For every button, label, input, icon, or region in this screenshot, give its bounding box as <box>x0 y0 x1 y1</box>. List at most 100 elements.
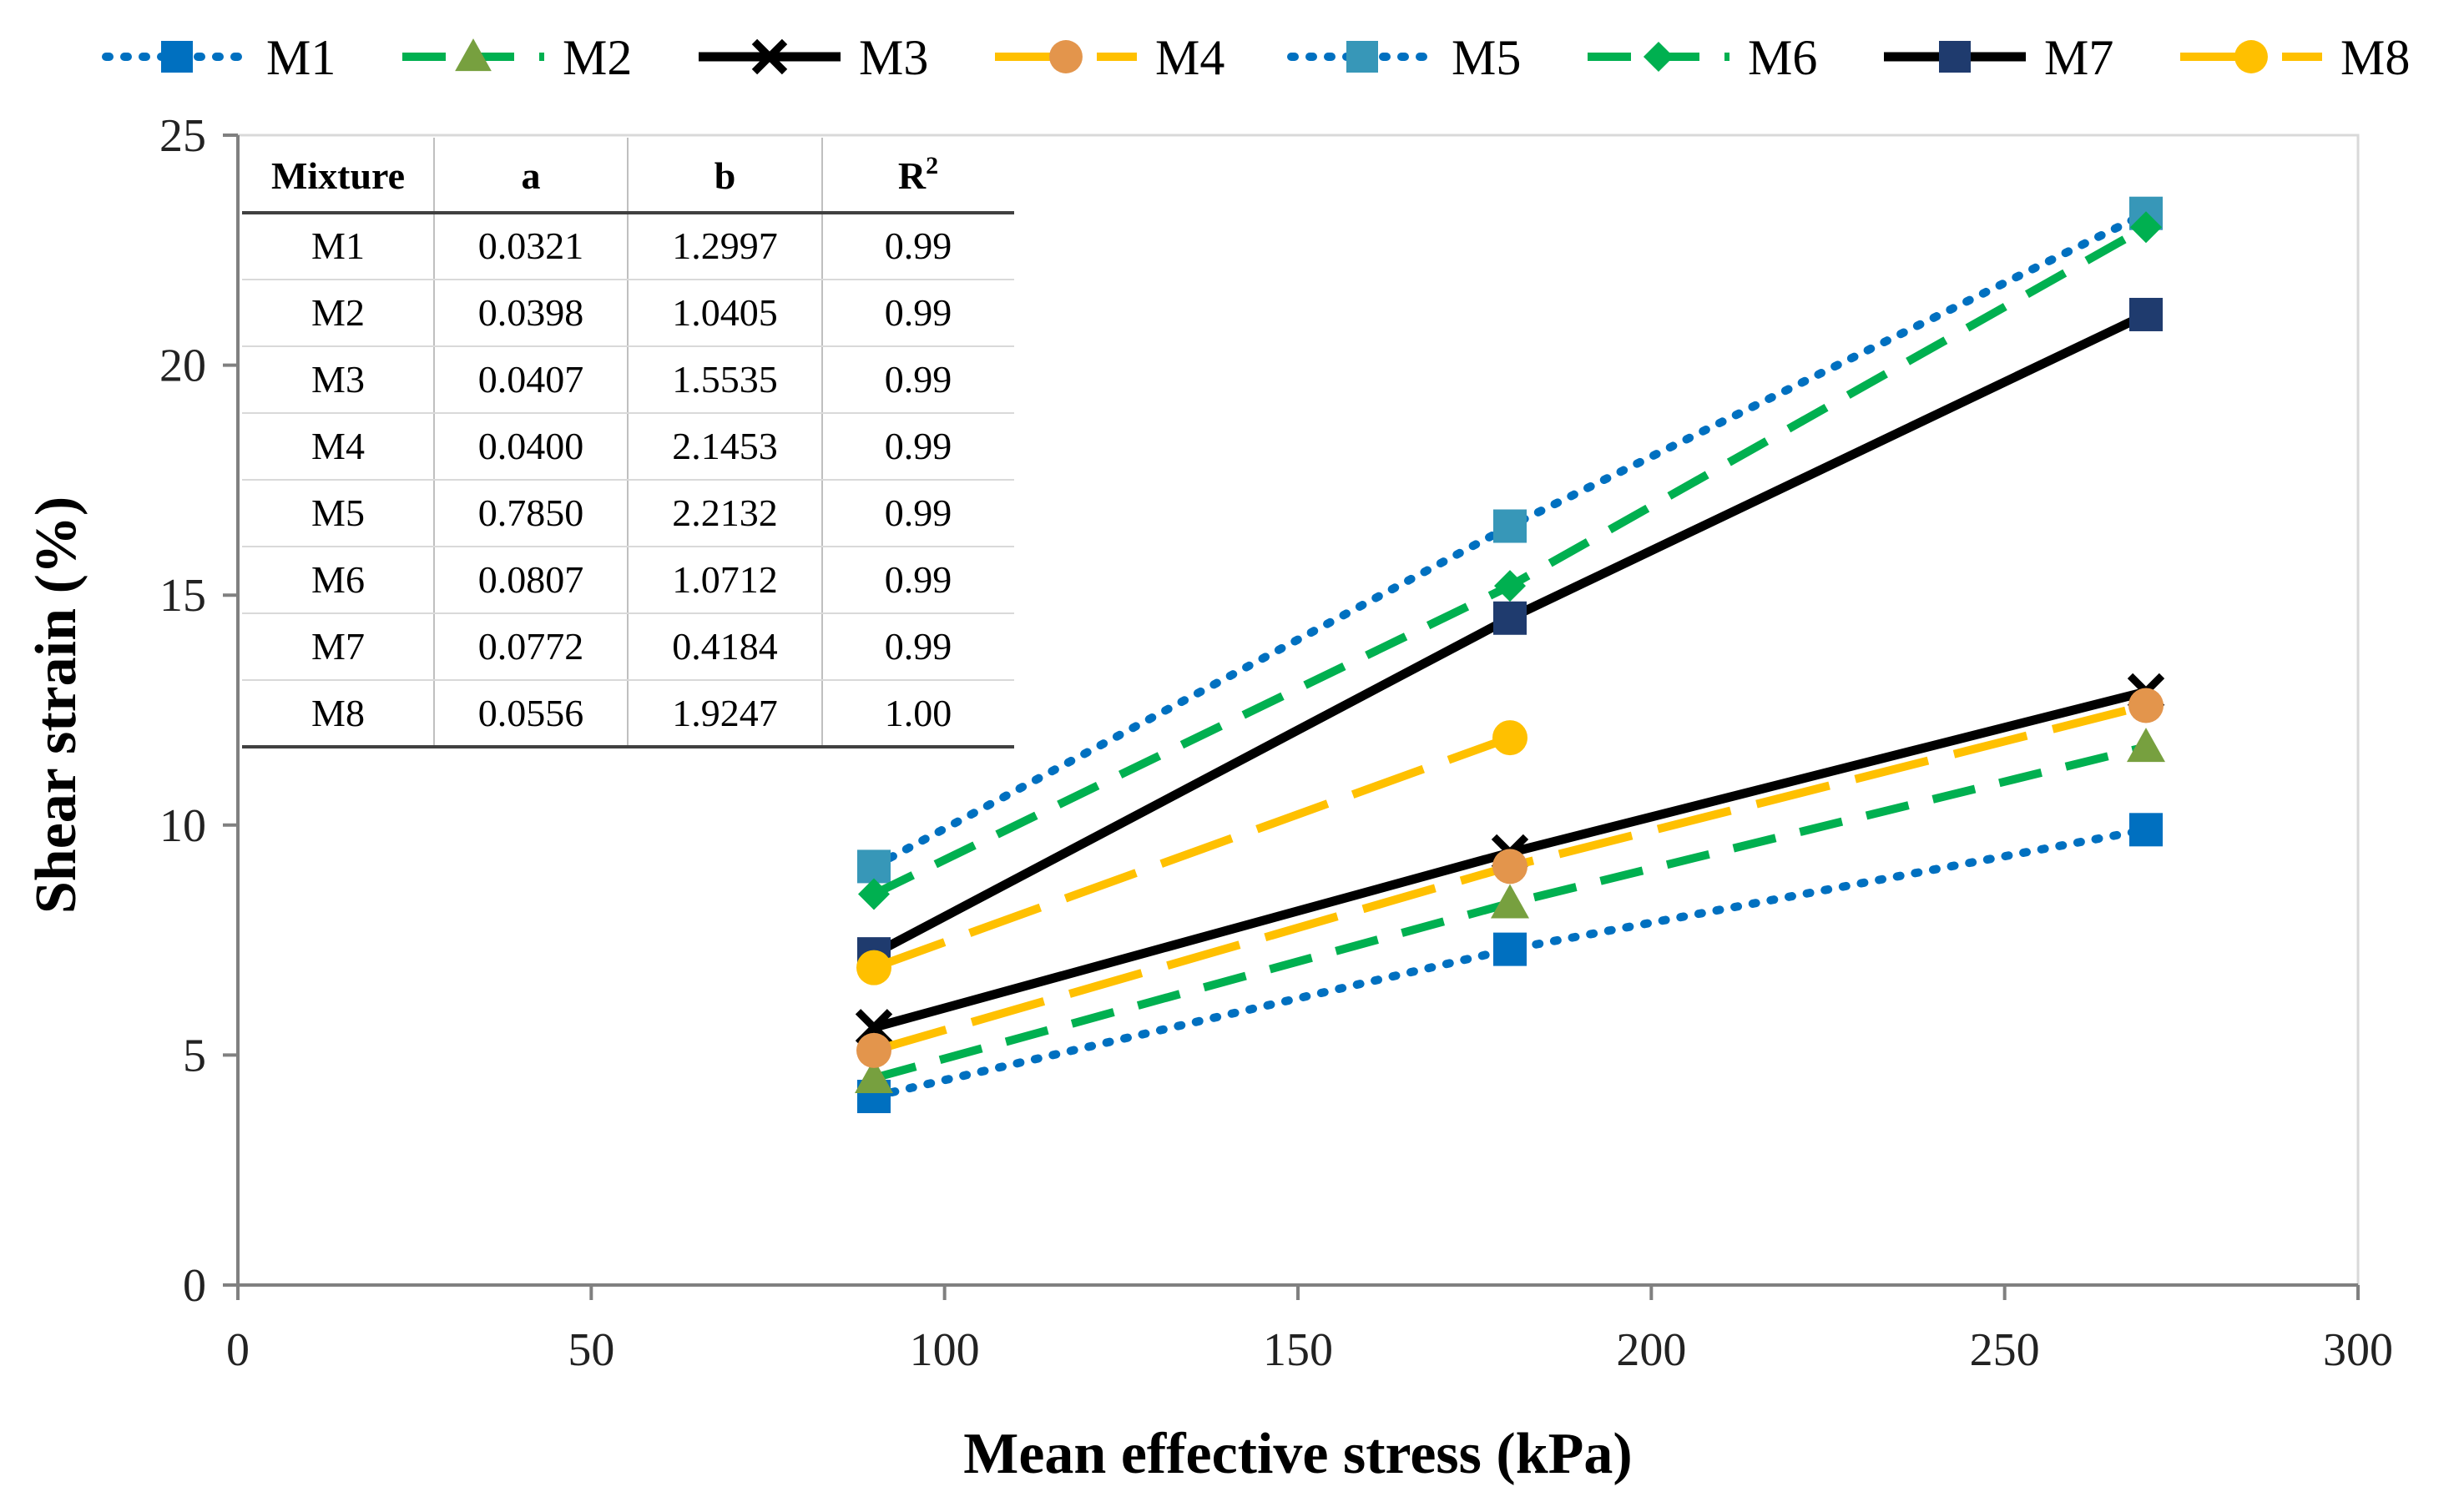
y-axis-title: Shear strain (%) <box>24 496 88 914</box>
table-cell: M5 <box>311 491 365 534</box>
x-tick-label-300: 300 <box>2323 1324 2393 1376</box>
table-cell: 1.0712 <box>672 558 778 601</box>
legend-item-m4: M4 <box>995 30 1224 85</box>
table-header-1: a <box>522 154 541 197</box>
x-tick-label-250: 250 <box>1970 1324 2040 1376</box>
legend-marker-m3-stroke-b <box>751 38 788 75</box>
legend-item-m8: M8 <box>2180 30 2410 85</box>
table-cell: M2 <box>311 291 365 334</box>
point-m4-270 <box>2128 688 2164 723</box>
legend-marker-m2 <box>455 38 492 72</box>
x-tick-label-100: 100 <box>910 1324 980 1376</box>
legend-label-m1: M1 <box>266 30 336 85</box>
table-cell: 0.0407 <box>478 358 584 401</box>
table-cell: M6 <box>311 558 365 601</box>
series-m4 <box>856 688 2164 1068</box>
point-m4-180 <box>1492 849 1527 885</box>
point-m7-270 <box>2129 297 2163 331</box>
legend-item-m1: M1 <box>102 30 336 85</box>
point-m2-180 <box>1491 884 1529 919</box>
axes: 0 50 100 150 200 250 300 0 5 10 15 20 25 <box>159 110 2393 1376</box>
table-row: M5 0.7850 2.2132 0.99 <box>311 491 952 534</box>
y-tick-label-5: 5 <box>183 1030 206 1081</box>
table-row: M2 0.0398 1.0405 0.99 <box>311 291 952 334</box>
y-tick-label-10: 10 <box>159 800 206 852</box>
table-cell: 1.00 <box>885 692 952 734</box>
table-row: M4 0.0400 2.1453 0.99 <box>311 425 952 467</box>
table-cell: 0.0321 <box>478 224 584 267</box>
x-tick-label-200: 200 <box>1616 1324 1686 1376</box>
table-cell: 0.99 <box>885 491 952 534</box>
legend-item-m7: M7 <box>1884 30 2113 85</box>
table-cell: 0.99 <box>885 625 952 668</box>
y-tick-label-20: 20 <box>159 340 206 392</box>
table-row: M1 0.0321 1.2997 0.99 <box>311 224 952 267</box>
point-m5-90 <box>857 849 891 884</box>
table-cell: M8 <box>311 692 365 734</box>
y-tick-label-25: 25 <box>159 110 206 162</box>
table-cell: 2.2132 <box>672 491 778 534</box>
point-m8-180 <box>1492 720 1527 756</box>
series-m2 <box>855 728 2165 1093</box>
point-m6-90 <box>858 878 890 910</box>
table-row: M6 0.0807 1.0712 0.99 <box>311 558 952 601</box>
series-layer <box>855 196 2165 1114</box>
legend-item-m5: M5 <box>1287 30 1521 85</box>
point-m8-90 <box>856 950 891 985</box>
table-header-0: Mixture <box>271 154 405 197</box>
table-cell: 0.99 <box>885 558 952 601</box>
point-m4-90 <box>856 1032 891 1068</box>
table-cell: 1.0405 <box>672 291 778 334</box>
point-m2-90 <box>855 1058 893 1093</box>
table-cell: 0.0772 <box>478 625 584 668</box>
table-cell: 0.4184 <box>672 625 778 668</box>
table-cell: M7 <box>311 625 365 668</box>
legend-label-m6: M6 <box>1748 30 1817 85</box>
legend-marker-m8 <box>2234 40 2268 73</box>
table-cell: 2.1453 <box>672 425 778 467</box>
table-cell: 0.0398 <box>478 291 584 334</box>
series-line-m1 <box>870 825 2150 1101</box>
point-m1-180 <box>1493 932 1527 966</box>
x-tick-label-0: 0 <box>226 1324 250 1376</box>
table-header-2: b <box>714 154 736 197</box>
point-m7-180 <box>1493 601 1527 635</box>
legend-label-m8: M8 <box>2340 30 2410 85</box>
x-tick-label-150: 150 <box>1263 1324 1333 1376</box>
series-line-m2 <box>872 743 2148 1082</box>
legend-label-m5: M5 <box>1452 30 1521 85</box>
table-row: M3 0.0407 1.5535 0.99 <box>311 358 952 401</box>
x-axis-title: Mean effective stress (kPa) <box>963 1422 1632 1486</box>
table-cell: 0.0556 <box>478 692 584 734</box>
table-cell: M1 <box>311 224 365 267</box>
table-row: M7 0.0772 0.4184 0.99 <box>311 625 952 668</box>
point-m5-180 <box>1493 509 1527 543</box>
legend-label-m2: M2 <box>563 30 632 85</box>
legend-marker-m4 <box>1049 40 1083 73</box>
table-cell: 0.99 <box>885 291 952 334</box>
table-cell: 1.2997 <box>672 224 778 267</box>
table-cell: M3 <box>311 358 365 401</box>
legend-item-m6: M6 <box>1588 30 1817 85</box>
table-cell: 0.99 <box>885 425 952 467</box>
series-m5 <box>857 196 2163 884</box>
series-m8 <box>856 720 1527 985</box>
legend-label-m3: M3 <box>859 30 928 85</box>
table-row: M8 0.0556 1.9247 1.00 <box>311 692 952 734</box>
table-cell: 0.0400 <box>478 425 584 467</box>
point-m2-270 <box>2127 728 2165 763</box>
table-cell: 0.99 <box>885 358 952 401</box>
y-tick-label-15: 15 <box>159 570 206 622</box>
legend-label-m7: M7 <box>2044 30 2113 85</box>
legend: M1 M2 M3 M4 M5 M6 M7 M8 <box>102 30 2410 85</box>
table-cell: 0.0807 <box>478 558 584 601</box>
x-tick-label-50: 50 <box>568 1324 614 1376</box>
legend-item-m2: M2 <box>402 30 632 85</box>
series-m6 <box>858 211 2162 910</box>
table-cell: 1.9247 <box>672 692 778 734</box>
legend-item-m3: M3 <box>699 30 928 85</box>
point-m1-270 <box>2129 813 2163 847</box>
series-m1 <box>857 813 2163 1114</box>
table-cell: 0.7850 <box>478 491 584 534</box>
